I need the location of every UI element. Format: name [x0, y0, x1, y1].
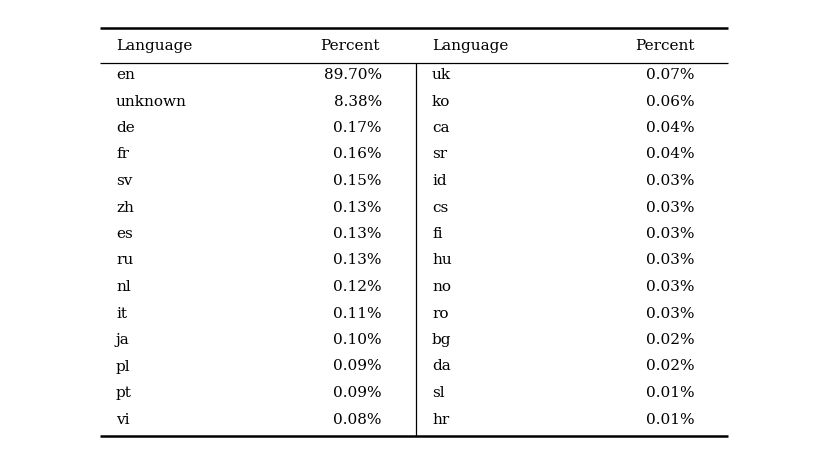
Text: 0.03%: 0.03% [646, 227, 694, 241]
Text: 0.01%: 0.01% [646, 413, 694, 426]
Text: 0.03%: 0.03% [646, 306, 694, 321]
Text: 0.01%: 0.01% [646, 386, 694, 400]
Text: 0.08%: 0.08% [333, 413, 381, 426]
Text: Percent: Percent [635, 39, 694, 53]
Text: pl: pl [116, 360, 131, 374]
Text: bg: bg [432, 333, 451, 347]
Text: 0.02%: 0.02% [646, 333, 694, 347]
Text: hu: hu [432, 253, 452, 267]
Text: 0.07%: 0.07% [646, 68, 694, 82]
Text: 0.06%: 0.06% [646, 94, 694, 109]
Text: 0.09%: 0.09% [333, 360, 381, 374]
Text: es: es [116, 227, 132, 241]
Text: 0.02%: 0.02% [646, 360, 694, 374]
Text: 0.11%: 0.11% [333, 306, 381, 321]
Text: sv: sv [116, 174, 132, 188]
Text: de: de [116, 121, 135, 135]
Text: 89.70%: 89.70% [323, 68, 381, 82]
Text: 0.04%: 0.04% [646, 147, 694, 162]
Text: sl: sl [432, 386, 444, 400]
Text: ru: ru [116, 253, 133, 267]
Text: pt: pt [116, 386, 131, 400]
Text: 0.12%: 0.12% [333, 280, 381, 294]
Text: 0.15%: 0.15% [333, 174, 381, 188]
Text: ro: ro [432, 306, 448, 321]
Text: ca: ca [432, 121, 449, 135]
Text: 0.16%: 0.16% [333, 147, 381, 162]
Text: 0.03%: 0.03% [646, 253, 694, 267]
Text: 0.10%: 0.10% [333, 333, 381, 347]
Text: Language: Language [116, 39, 192, 53]
Text: 0.04%: 0.04% [646, 121, 694, 135]
Text: vi: vi [116, 413, 129, 426]
Text: fi: fi [432, 227, 442, 241]
Text: Percent: Percent [319, 39, 379, 53]
Text: ko: ko [432, 94, 450, 109]
Text: hr: hr [432, 413, 449, 426]
Text: sr: sr [432, 147, 447, 162]
Text: id: id [432, 174, 446, 188]
Text: 0.03%: 0.03% [646, 280, 694, 294]
Text: 0.13%: 0.13% [333, 201, 381, 214]
Text: no: no [432, 280, 451, 294]
Text: 8.38%: 8.38% [333, 94, 381, 109]
Text: cs: cs [432, 201, 447, 214]
Text: 0.03%: 0.03% [646, 174, 694, 188]
Text: fr: fr [116, 147, 129, 162]
Text: uk: uk [432, 68, 451, 82]
Text: 0.13%: 0.13% [333, 227, 381, 241]
Text: 0.13%: 0.13% [333, 253, 381, 267]
Text: 0.09%: 0.09% [333, 386, 381, 400]
Text: en: en [116, 68, 135, 82]
Text: da: da [432, 360, 450, 374]
Text: 0.17%: 0.17% [333, 121, 381, 135]
Text: zh: zh [116, 201, 134, 214]
Text: 0.03%: 0.03% [646, 201, 694, 214]
Text: ja: ja [116, 333, 130, 347]
Text: it: it [116, 306, 127, 321]
Text: Language: Language [432, 39, 508, 53]
Text: nl: nl [116, 280, 131, 294]
Text: unknown: unknown [116, 94, 187, 109]
